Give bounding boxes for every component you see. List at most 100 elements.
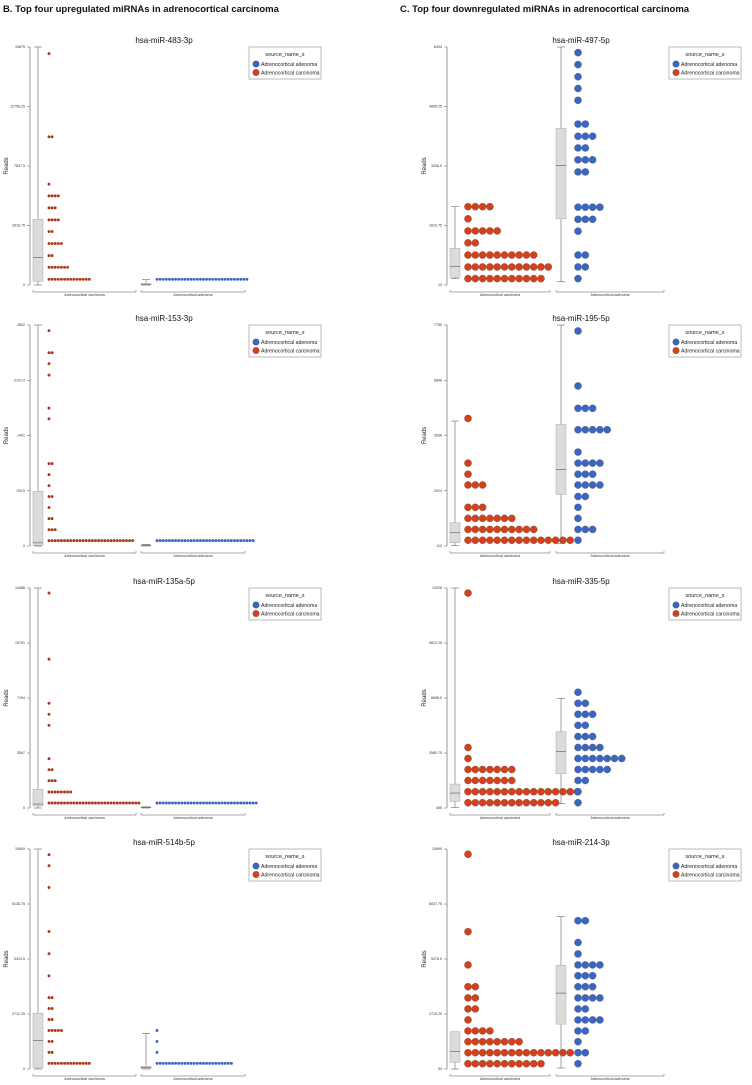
data-point [471,481,480,489]
x-tick-label: Adrenocortical adenoma [591,554,630,558]
data-point [588,982,597,991]
data-point [69,801,73,805]
data-point [574,1037,582,1046]
data-point [522,274,531,283]
data-point [574,96,582,105]
data-point [171,277,174,281]
group-carcinoma: Adrenocortical carcinoma [32,324,137,558]
data-point [486,1037,494,1046]
y-tick-label: 3936 [434,434,442,438]
data-point [529,525,538,534]
data-point [208,277,212,281]
y-axis-label: Reads [4,689,10,706]
data-point [75,277,79,281]
data-point [581,251,590,259]
x-group-bracket [555,1074,665,1077]
data-point [581,120,590,128]
data-point [508,536,516,544]
data-point [75,1061,79,1065]
data-point [464,743,472,752]
data-point [464,787,472,796]
x-tick-label: Adrenocortical adenoma [591,1077,630,1081]
data-point [588,132,597,141]
y-axis-label: Reads [422,689,428,706]
subplot-title: hsa-miR-214-3p [552,838,610,847]
y-tick-label: 2712.25 [12,1012,25,1016]
data-point [574,514,582,523]
data-point [464,1048,472,1057]
data-point [164,801,168,805]
y-axis-label: Reads [4,427,10,444]
data-point [574,263,582,271]
group-carcinoma: Adrenocortical carcinoma [449,587,582,820]
data-point [574,227,582,235]
legend: source_name_s Adrenocortical adenoma Adren… [248,46,322,80]
data-point [500,1059,509,1068]
data-point [128,539,132,543]
data-point [47,417,51,421]
data-point [603,765,611,774]
panel-c-heading: C. Top four downregulated miRNAs in adre… [400,4,690,15]
legend-title: source_name_s [265,330,304,336]
data-point [78,1061,82,1065]
data-point [211,539,215,543]
data-point [471,994,480,1002]
data-point [471,1059,480,1068]
data-point [47,864,51,868]
data-point [47,886,51,889]
data-point [574,982,582,991]
data-point [574,274,582,283]
data-point [177,1061,181,1065]
data-point [233,277,236,281]
data-point [596,459,604,467]
data-point [47,265,51,269]
data-point [109,801,113,805]
data-point [50,1018,54,1021]
legend-swatch [672,610,680,617]
data-point [464,776,472,785]
data-point [478,263,487,271]
data-point [47,277,51,281]
data-point [522,263,531,271]
data-point [56,242,60,245]
y-tick-label: 7760 [434,323,442,327]
data-point [47,218,51,222]
data-point [581,470,590,478]
data-point [63,265,66,269]
data-point [66,539,70,543]
data-point [47,528,51,532]
data-point [233,539,236,543]
legend-item: Adrenocortical carcinoma [681,873,740,879]
data-point [47,1018,51,1021]
data-point [50,495,54,498]
data-point [81,1061,85,1065]
data-point [471,787,480,796]
data-point [155,1029,159,1032]
data-point [47,1039,51,1043]
data-point [115,801,119,805]
data-point [574,754,582,763]
data-point [50,1061,54,1065]
data-point [87,277,91,281]
data-point [195,539,199,543]
data-point [171,539,174,543]
data-point [529,274,538,283]
data-point [478,227,487,235]
data-point [47,406,51,410]
data-point [50,801,54,805]
data-point [53,206,57,210]
data-point [155,539,159,543]
data-point [103,801,107,805]
data-point [161,801,165,805]
box-iqr [32,789,44,807]
legend-item: Adrenocortical adenoma [681,864,737,870]
data-point [47,723,51,727]
data-point [493,776,501,785]
data-point [529,251,538,259]
data-point [522,1059,531,1068]
data-point [229,801,233,805]
x-group-bracket [140,813,246,816]
data-point [574,743,582,752]
data-point [508,1037,516,1046]
data-point [50,254,54,258]
